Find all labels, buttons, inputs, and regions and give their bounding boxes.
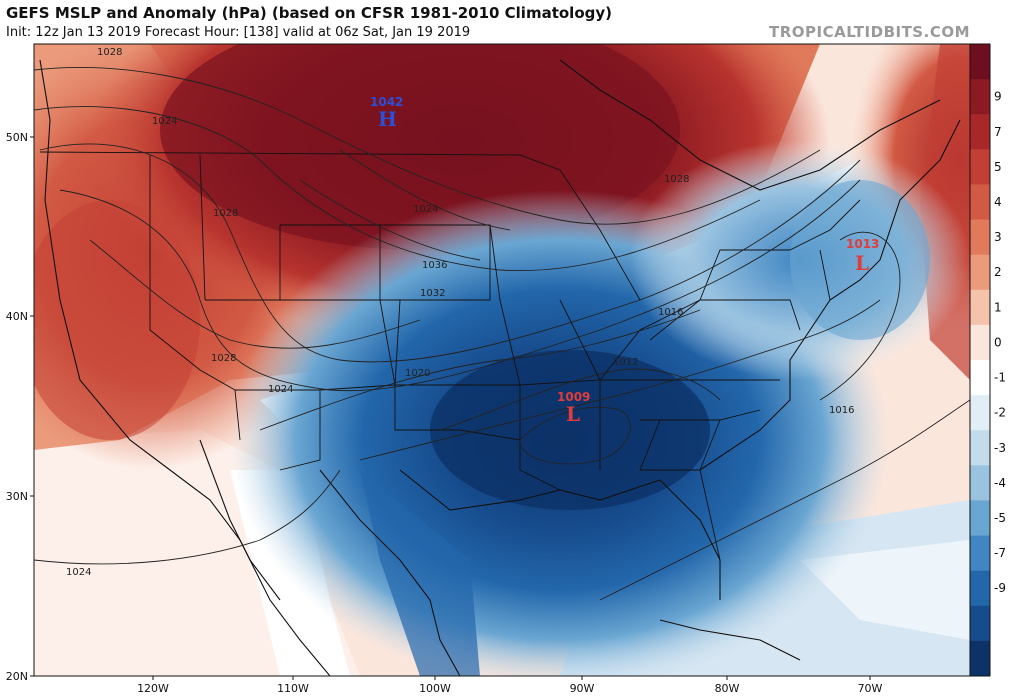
colorbar-label: -3 <box>994 441 1006 455</box>
colorbar-label: -5 <box>994 511 1006 525</box>
colorbar-label: -4 <box>994 476 1006 490</box>
colorbar-swatch <box>970 254 990 291</box>
colorbar-swatch <box>970 360 990 396</box>
colorbar-label: 4 <box>994 195 1002 209</box>
colorbar-swatch <box>970 289 990 326</box>
low-pressure-value: 1013 <box>846 237 879 251</box>
map-subtitle: Init: 12z Jan 13 2019 Forecast Hour: [13… <box>6 25 471 40</box>
colorbar-label: 7 <box>994 125 1002 139</box>
lat-label: 50N <box>6 131 28 144</box>
colorbar-label: 1 <box>994 300 1002 314</box>
colorbar-label: 2 <box>994 265 1002 279</box>
map-title: GEFS MSLP and Anomaly (hPa) (based on CF… <box>6 4 612 22</box>
lon-label: 120W <box>137 682 169 695</box>
colorbar-label: 3 <box>994 230 1002 244</box>
latitude-axis: 50N 40N 30N 20N <box>6 131 34 683</box>
pressure-center-low-gulf: 1009 L <box>557 390 590 426</box>
isobar-label: 1028 <box>213 208 238 219</box>
isobar-label: 1024 <box>152 116 177 127</box>
brand-watermark[interactable]: TROPICALTIDBITS.COM <box>769 23 970 41</box>
colorbar-label: -1 <box>994 371 1006 385</box>
lon-label: 110W <box>277 682 309 695</box>
colorbar-swatch <box>970 640 990 677</box>
colorbar-label: -2 <box>994 406 1006 420</box>
high-pressure-symbol: H <box>378 107 397 131</box>
lat-label: 20N <box>6 670 28 683</box>
lat-label: 30N <box>6 490 28 503</box>
isobar-label: 1032 <box>420 288 445 299</box>
isobar-label: 1036 <box>422 260 447 271</box>
isobar-label: 1028 <box>97 47 122 58</box>
colorbar-label: 5 <box>994 160 1002 174</box>
lon-label: 70W <box>858 682 883 695</box>
colorbar-swatch <box>970 535 990 572</box>
low-pressure-symbol: L <box>566 402 580 426</box>
colorbar-swatch <box>970 149 990 185</box>
low-pressure-value: 1009 <box>557 390 590 404</box>
lon-label: 80W <box>715 682 740 695</box>
isobar-label: 1024 <box>66 567 91 578</box>
colorbar-swatch <box>970 114 990 150</box>
political-boundaries <box>39 151 861 561</box>
colorbar-swatch <box>970 79 990 115</box>
colorbar-swatch <box>970 395 990 431</box>
colorbar-swatch <box>970 430 990 466</box>
colorbar-label: -7 <box>994 546 1006 560</box>
coastlines <box>39 59 961 676</box>
isobars <box>34 67 970 601</box>
colorbar-label: 0 <box>994 335 1002 349</box>
colorbar-label: 9 <box>994 90 1002 104</box>
isobar-label: 1024 <box>268 384 293 395</box>
lat-label: 40N <box>6 310 28 323</box>
isobar-label: 1016 <box>658 307 683 318</box>
colorbar-swatch <box>970 465 990 501</box>
isobar-label: 1020 <box>405 368 430 379</box>
colorbar-swatch <box>970 324 990 361</box>
colorbar-swatch <box>970 219 990 256</box>
low-pressure-symbol: L <box>855 251 869 275</box>
isobar-labels: 1028 1024 1028 1028 1024 1024 1036 1032 … <box>66 47 854 578</box>
colorbar-swatch <box>970 44 990 80</box>
pressure-center-high: 1042 H <box>370 95 403 131</box>
colorbar: 9 7 5 4 3 2 1 0 -1 -2 -3 -4 -5 -7 -9 <box>969 43 1006 677</box>
colorbar-label: -9 <box>994 581 1006 595</box>
colorbar-swatch <box>970 184 990 221</box>
colorbar-swatch <box>970 605 990 642</box>
longitude-axis: 120W 110W 100W 90W 80W 70W <box>137 676 883 695</box>
pressure-center-low-northeast: 1013 L <box>846 237 879 275</box>
isobar-label: 1028 <box>664 174 689 185</box>
colorbar-swatch <box>970 570 990 607</box>
isobar-label: 1012 <box>613 357 638 368</box>
colorbar-frame <box>969 43 991 677</box>
isobar-label: 1016 <box>829 405 854 416</box>
isobar-label: 1024 <box>413 204 438 215</box>
high-pressure-value: 1042 <box>370 95 403 109</box>
isobar-label: 1028 <box>211 353 236 364</box>
colorbar-swatch <box>970 500 990 537</box>
lon-label: 100W <box>419 682 451 695</box>
lon-label: 90W <box>570 682 595 695</box>
